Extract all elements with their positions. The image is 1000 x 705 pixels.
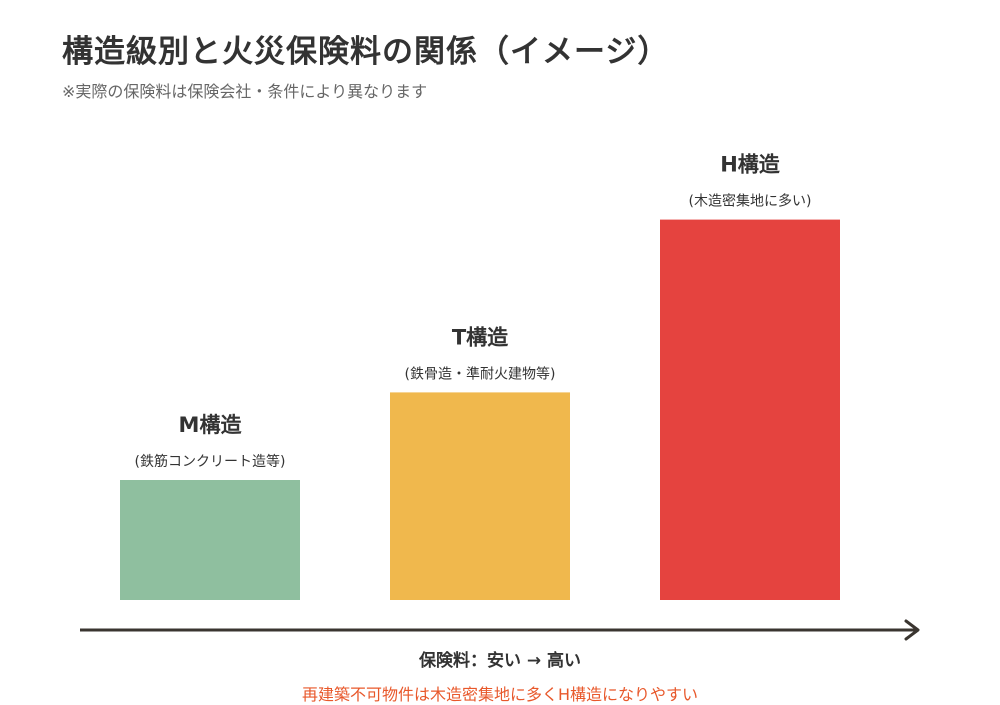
- bar-0: [120, 480, 300, 600]
- bar-label-0: M構造: [179, 413, 243, 437]
- page-title: 構造級別と火災保険料の関係（イメージ）: [62, 34, 670, 70]
- bar-1: [390, 392, 570, 600]
- bar-label-2: H構造: [720, 153, 781, 177]
- bar-description-0: (鉄筋コンクリート造等): [135, 453, 286, 470]
- bar-2: [660, 219, 840, 600]
- axis-arrow-icon: [904, 619, 920, 641]
- bar-description-1: (鉄骨造・準耐火建物等): [405, 365, 556, 382]
- x-axis-label: 保険料：安い → 高い: [418, 651, 582, 671]
- bar-label-1: T構造: [452, 325, 509, 349]
- page-subtitle: ※実際の保険料は保険会社・条件により異なります: [62, 82, 428, 101]
- footnote: 再建築不可物件は木造密集地に多くH構造になりやすい: [301, 685, 699, 704]
- bar-description-2: (木造密集地に多い): [689, 193, 812, 210]
- bars-layer: M構造 (鉄筋コンクリート造等) T構造 (鉄骨造・準耐火建物等) H構造 (木造密集地に…: [120, 153, 840, 600]
